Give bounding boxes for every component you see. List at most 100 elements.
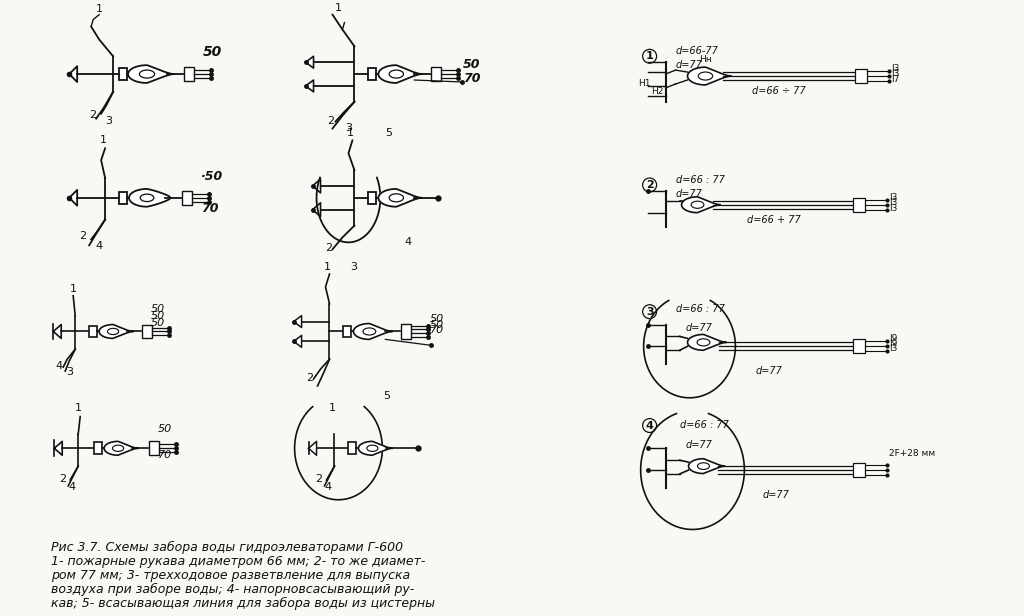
Ellipse shape [367, 445, 378, 452]
Text: l3: l3 [889, 204, 897, 213]
Polygon shape [378, 65, 422, 83]
Text: 4: 4 [646, 421, 653, 431]
Polygon shape [378, 189, 422, 207]
Bar [182, 191, 191, 205]
Bar [853, 198, 865, 212]
Text: 4: 4 [69, 482, 76, 492]
Polygon shape [99, 325, 133, 338]
Text: l3: l3 [891, 64, 899, 73]
Bar [431, 67, 441, 81]
Text: 1: 1 [99, 136, 106, 145]
Text: 1: 1 [329, 403, 336, 413]
Ellipse shape [697, 463, 710, 469]
Text: H2: H2 [651, 87, 664, 96]
Text: d=66 + 77: d=66 + 77 [748, 214, 801, 225]
Polygon shape [687, 334, 726, 351]
Text: d=66 ÷ 77: d=66 ÷ 77 [753, 86, 806, 96]
Polygon shape [358, 441, 392, 455]
Text: 50: 50 [430, 314, 444, 323]
Ellipse shape [389, 70, 403, 78]
Polygon shape [70, 190, 77, 206]
Text: 5: 5 [385, 129, 392, 139]
Bar [348, 442, 356, 454]
Bar [369, 192, 377, 204]
Text: 2F+28 мм: 2F+28 мм [889, 449, 935, 458]
Polygon shape [353, 323, 392, 339]
Polygon shape [70, 66, 77, 82]
Polygon shape [305, 56, 313, 68]
Text: кав; 5- всасывающая линия для забора воды из цистерны: кав; 5- всасывающая линия для забора вод… [51, 597, 435, 610]
Polygon shape [682, 197, 720, 213]
Polygon shape [53, 325, 61, 338]
Text: 1: 1 [646, 51, 653, 61]
Text: l9: l9 [889, 339, 897, 348]
Text: 4: 4 [55, 361, 62, 371]
Text: d=77: d=77 [676, 60, 702, 70]
Text: l3: l3 [889, 193, 897, 202]
Text: l7: l7 [891, 75, 899, 84]
Text: воздуха при заборе воды; 4- напорновсасывающий ру-: воздуха при заборе воды; 4- напорновсасы… [51, 583, 415, 596]
Text: d=77: d=77 [756, 366, 782, 376]
Text: 2: 2 [58, 474, 66, 484]
Text: d=66-77: d=66-77 [676, 46, 719, 56]
Text: d=66 : 77: d=66 : 77 [680, 421, 728, 431]
Ellipse shape [697, 339, 710, 346]
Text: d=66 : 77: d=66 : 77 [676, 175, 724, 185]
Bar [119, 192, 127, 204]
Polygon shape [305, 80, 313, 92]
Text: 70: 70 [158, 450, 172, 460]
Text: d=77: d=77 [762, 490, 790, 500]
Text: ром 77 мм; 3- трехходовое разветвление для выпуска: ром 77 мм; 3- трехходовое разветвление д… [51, 569, 411, 582]
Polygon shape [294, 336, 302, 347]
Text: Рис 3.7. Схемы забора воды гидроэлеваторами Г-600: Рис 3.7. Схемы забора воды гидроэлеватор… [51, 541, 403, 554]
Text: l3: l3 [889, 344, 897, 353]
Ellipse shape [362, 328, 376, 335]
Ellipse shape [691, 201, 703, 208]
Bar [853, 339, 865, 353]
Text: d=66 : 77: d=66 : 77 [676, 304, 724, 314]
Text: 4: 4 [95, 241, 102, 251]
Text: 2: 2 [306, 373, 313, 383]
Ellipse shape [113, 445, 124, 452]
Text: l3: l3 [891, 69, 899, 78]
Bar [142, 325, 152, 338]
Bar [89, 325, 97, 338]
Polygon shape [312, 179, 321, 193]
Bar [343, 325, 351, 338]
Text: l3: l3 [889, 198, 897, 207]
Text: 3: 3 [646, 307, 653, 317]
Text: 50: 50 [151, 317, 165, 328]
Text: 3: 3 [66, 367, 73, 377]
Text: 3: 3 [345, 123, 352, 134]
Text: 2: 2 [80, 232, 87, 241]
Text: d=77: d=77 [685, 323, 713, 333]
Text: d=77: d=77 [685, 440, 713, 450]
Polygon shape [688, 459, 724, 474]
Text: 2: 2 [315, 474, 323, 484]
Text: 3: 3 [105, 116, 113, 126]
Text: 2: 2 [646, 180, 653, 190]
Ellipse shape [698, 72, 713, 80]
Ellipse shape [139, 70, 155, 78]
Text: 2: 2 [327, 116, 334, 126]
Text: 2: 2 [89, 110, 96, 120]
Bar [119, 68, 127, 80]
Text: 1- пожарные рукава диаметром 66 мм; 2- то же диамет-: 1- пожарные рукава диаметром 66 мм; 2- т… [51, 555, 426, 568]
Text: H1: H1 [638, 79, 650, 88]
Text: 3: 3 [350, 262, 357, 272]
Polygon shape [128, 65, 173, 83]
Text: 70: 70 [430, 325, 444, 336]
Polygon shape [312, 203, 321, 217]
Ellipse shape [140, 194, 154, 201]
Text: 1: 1 [335, 2, 342, 13]
Bar [369, 68, 377, 80]
Bar [853, 463, 865, 477]
Text: 2: 2 [325, 243, 332, 253]
Text: 1: 1 [324, 262, 331, 272]
Text: l9: l9 [889, 334, 897, 343]
Text: d=77: d=77 [676, 189, 702, 199]
Text: 4: 4 [325, 482, 332, 492]
Text: 1: 1 [75, 403, 82, 413]
Ellipse shape [108, 328, 119, 334]
Bar [855, 69, 867, 83]
